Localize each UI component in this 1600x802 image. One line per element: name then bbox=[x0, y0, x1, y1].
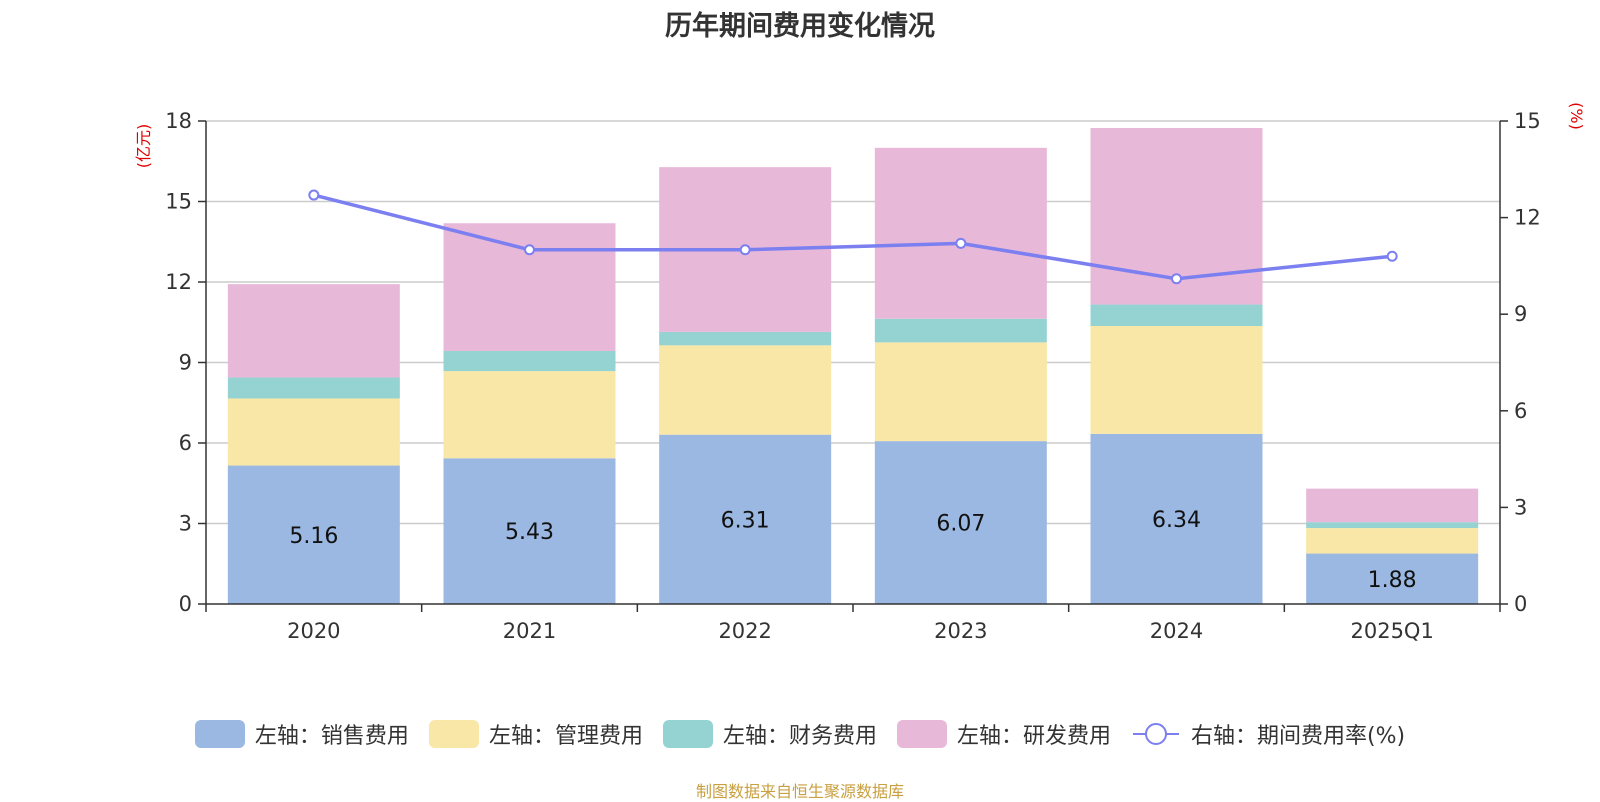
bar-1-2021 bbox=[443, 458, 616, 604]
legend: 左轴：销售费用 左轴：管理费用 左轴：财务费用 左轴：研发费用 右轴：期间费用率(%) bbox=[0, 718, 1600, 750]
x-tick-label: 2021 bbox=[503, 619, 556, 643]
right-tick-label: 12 bbox=[1514, 206, 1541, 230]
bar-4-2020 bbox=[227, 284, 400, 378]
bar-data-label: 6.07 bbox=[936, 512, 985, 537]
bar-3-2023 bbox=[874, 318, 1047, 343]
legend-swatch bbox=[194, 720, 245, 748]
bar-3-2020 bbox=[227, 377, 400, 399]
left-tick-label: 3 bbox=[179, 512, 192, 536]
x-tick-label: 2023 bbox=[934, 619, 987, 643]
right-tick-label: 3 bbox=[1514, 495, 1527, 519]
rate-line bbox=[308, 189, 1398, 285]
bar-data-label: 5.43 bbox=[505, 520, 554, 545]
bar-3-2024 bbox=[1090, 304, 1263, 327]
bar-data-label: 1.88 bbox=[1368, 568, 1417, 593]
labels: 5.16 5.43 6.31 6.07 6.34 1.88 bbox=[289, 508, 1416, 593]
right-tick-label: 0 bbox=[1514, 592, 1527, 616]
rate-line-path bbox=[313, 193, 1393, 281]
right-tick-label: 15 bbox=[1514, 109, 1541, 133]
legend-swatch bbox=[428, 720, 479, 748]
bar-3-2022 bbox=[659, 331, 832, 346]
bar-2-2022 bbox=[659, 345, 832, 435]
rate-point bbox=[739, 244, 751, 256]
bar-data-label: 6.31 bbox=[721, 508, 770, 533]
legend-item[interactable]: 左轴：财务费用 bbox=[662, 718, 877, 750]
legend-line-marker bbox=[1132, 723, 1179, 745]
legend-label: 左轴：财务费用 bbox=[722, 724, 877, 749]
right-tick-label: 9 bbox=[1514, 302, 1527, 326]
legend-item[interactable]: 右轴：期间费用率(%) bbox=[1131, 718, 1405, 750]
bar-2-2025Q1 bbox=[1306, 528, 1479, 554]
legend-label: 左轴：研发费用 bbox=[956, 724, 1111, 749]
legend-item[interactable]: 左轴：研发费用 bbox=[896, 718, 1111, 750]
left-tick-label: 12 bbox=[165, 270, 192, 294]
bar-3-2021 bbox=[443, 350, 616, 372]
left-axis-unit: (亿元) bbox=[134, 124, 153, 169]
bar-4-2023 bbox=[874, 147, 1047, 319]
bar-2-2024 bbox=[1090, 326, 1263, 434]
bar-1-2020 bbox=[227, 465, 400, 604]
rate-point bbox=[955, 237, 967, 249]
legend-item[interactable]: 左轴：管理费用 bbox=[428, 718, 643, 750]
x-tick-label: 2025Q1 bbox=[1350, 619, 1433, 643]
bar-2-2023 bbox=[874, 342, 1047, 442]
bar-2-2021 bbox=[443, 371, 616, 459]
left-tick-label: 18 bbox=[165, 109, 192, 133]
bar-4-2021 bbox=[443, 223, 616, 351]
chart-title: 历年期间费用变化情况 bbox=[665, 11, 935, 42]
x-tick-label: 2020 bbox=[287, 619, 340, 643]
legend-label: 左轴：管理费用 bbox=[488, 724, 643, 749]
rate-point bbox=[524, 244, 535, 256]
legend-swatch bbox=[662, 720, 713, 748]
bar-3-2025Q1 bbox=[1306, 522, 1479, 529]
left-tick-label: 6 bbox=[179, 431, 192, 455]
bar-1-2024 bbox=[1090, 433, 1263, 604]
bar-data-label: 5.16 bbox=[289, 524, 338, 549]
bars bbox=[227, 127, 1479, 604]
source-note: 制图数据来自恒生聚源数据库 bbox=[695, 782, 904, 801]
x-tick-label: 2024 bbox=[1150, 619, 1203, 643]
right-axis-unit: (%) bbox=[1567, 102, 1586, 130]
legend-label: 右轴：期间费用率(%) bbox=[1190, 724, 1406, 749]
bar-4-2025Q1 bbox=[1306, 488, 1479, 523]
rate-point bbox=[308, 189, 320, 201]
bar-data-label: 6.34 bbox=[1152, 508, 1201, 533]
rate-point bbox=[1171, 273, 1182, 285]
bar-2-2020 bbox=[227, 398, 400, 466]
bar-1-2023 bbox=[874, 441, 1047, 604]
axes: 0 3 6 9 12 15 18 0 3 6 9 12 15 (亿元) (%) 2020 2021 2022 202… bbox=[134, 102, 1586, 643]
grid-lines bbox=[206, 120, 1500, 525]
bar-1-2025Q1 bbox=[1306, 553, 1479, 604]
legend-swatch bbox=[896, 720, 947, 748]
left-tick-label: 15 bbox=[165, 190, 192, 214]
legend-item[interactable]: 左轴：销售费用 bbox=[194, 718, 409, 750]
left-tick-label: 9 bbox=[179, 351, 192, 375]
left-tick-label: 0 bbox=[179, 592, 192, 616]
rate-point bbox=[1386, 250, 1398, 262]
right-tick-label: 6 bbox=[1514, 399, 1527, 423]
x-tick-label: 2022 bbox=[718, 619, 771, 643]
legend-label: 左轴：销售费用 bbox=[254, 724, 409, 749]
bar-1-2022 bbox=[659, 434, 832, 604]
